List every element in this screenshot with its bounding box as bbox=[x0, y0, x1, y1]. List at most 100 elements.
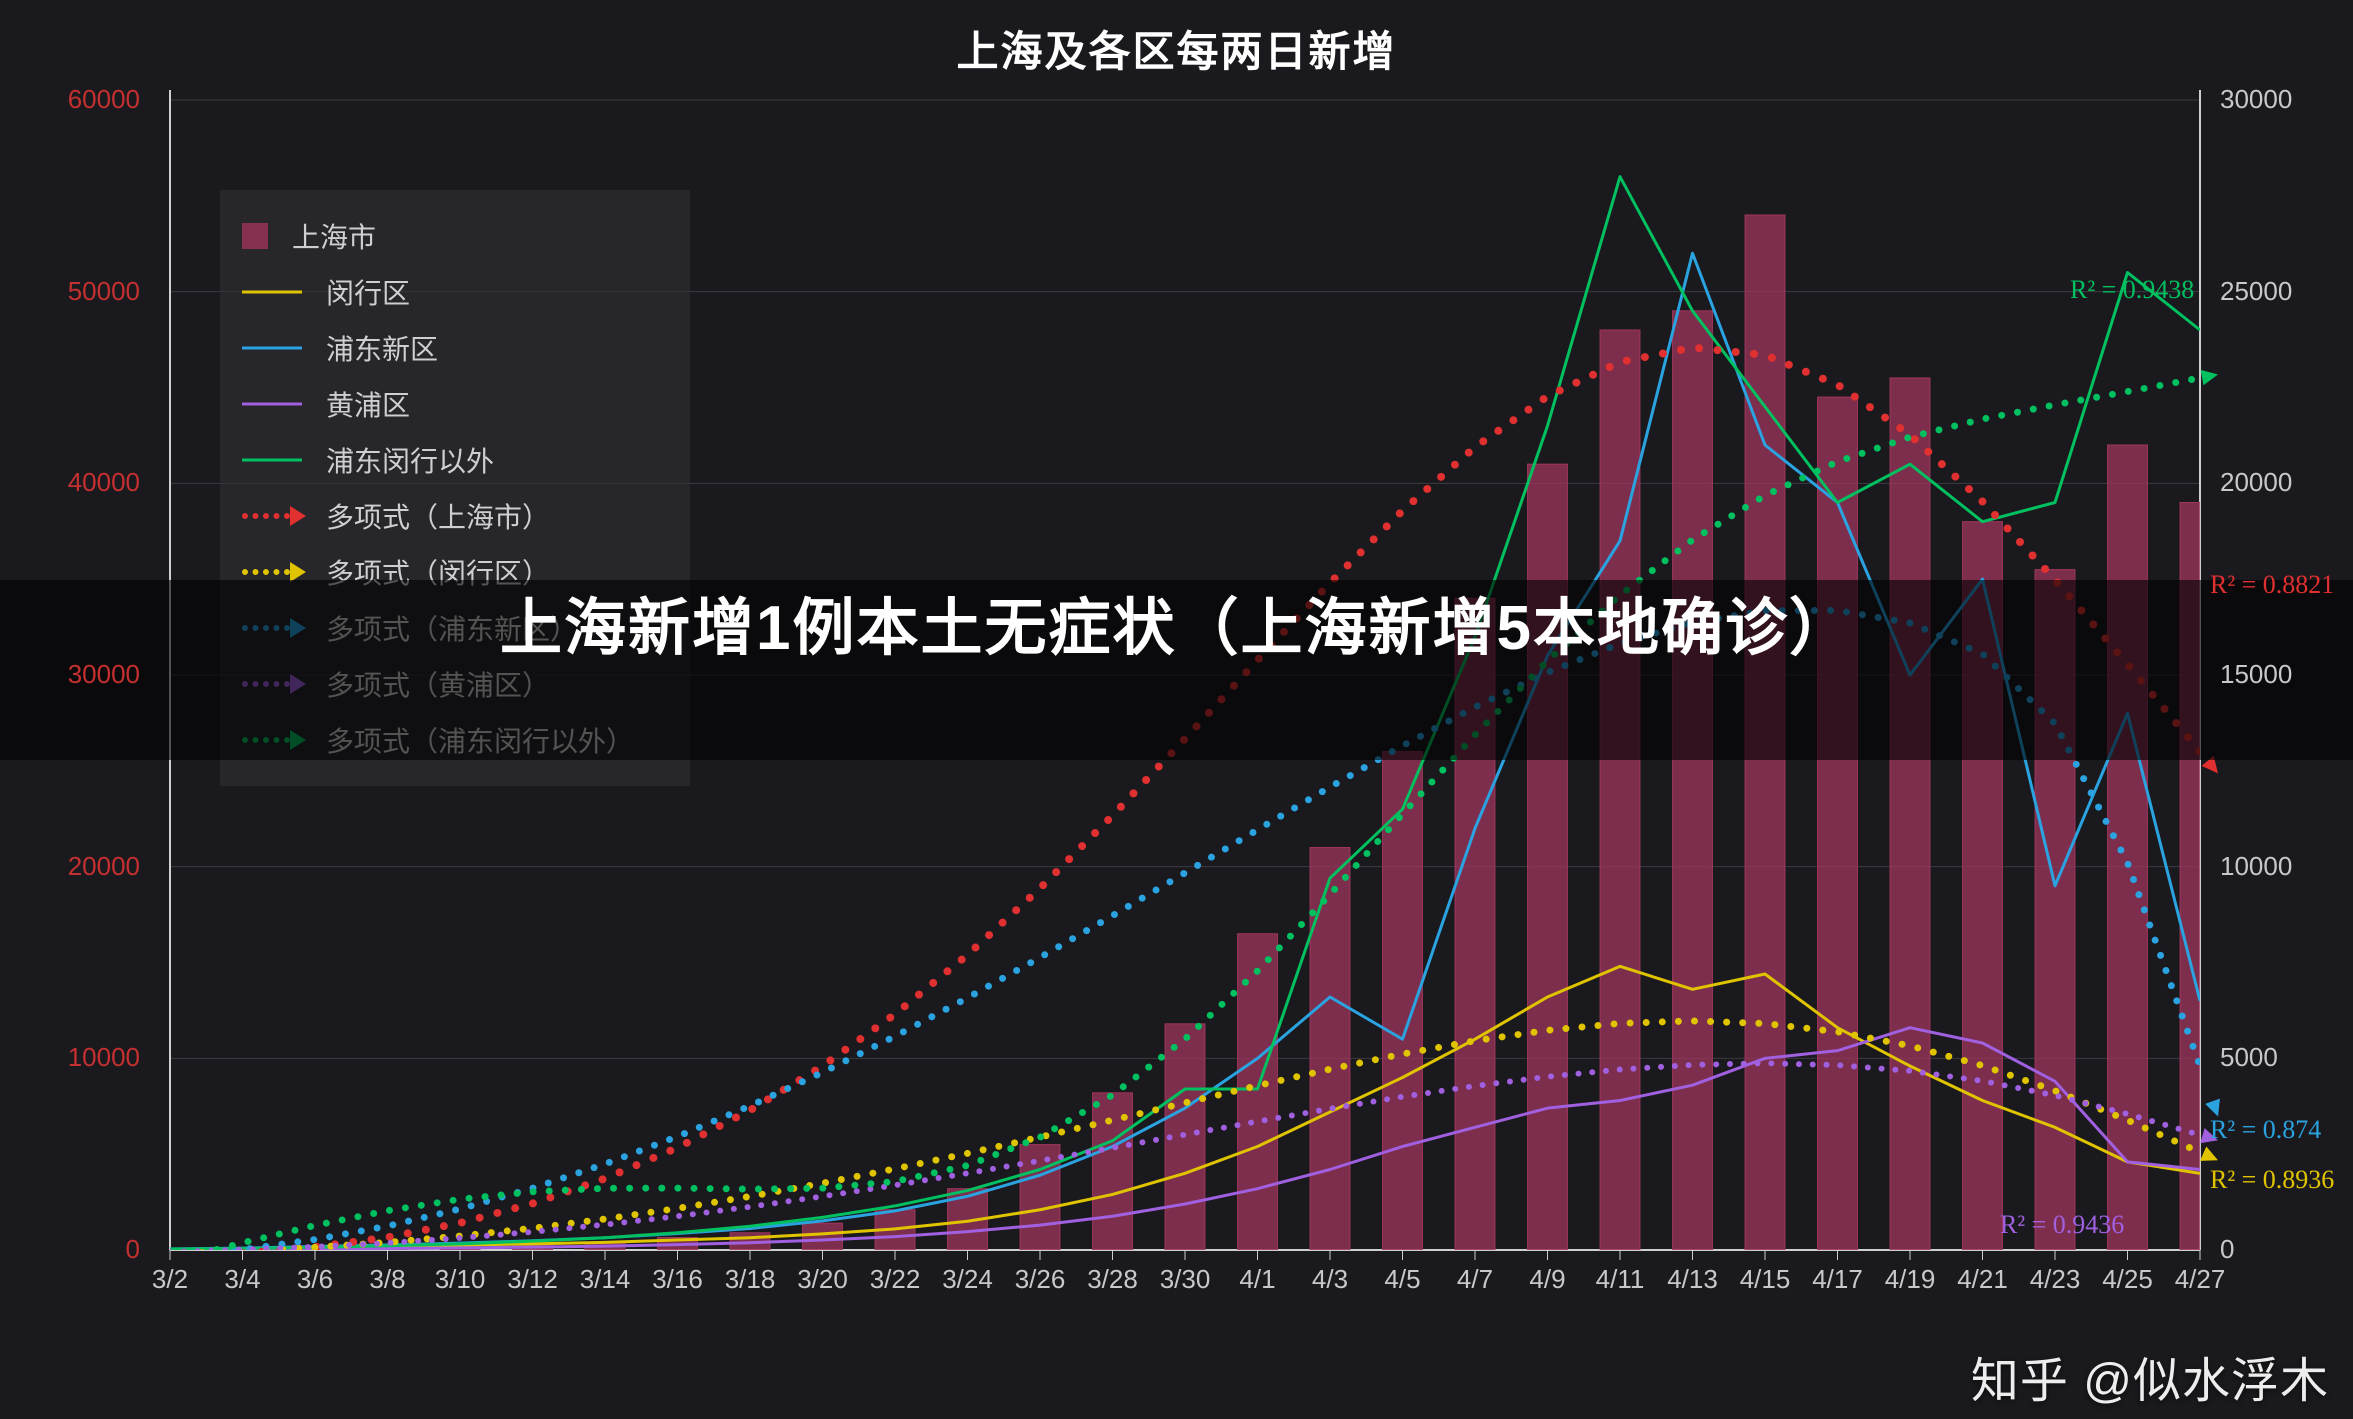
chart-container: 上海及各区每两日新增 上海市闵行区浦东新区黄浦区浦东闵行以外多项式（上海市）多项… bbox=[0, 0, 2353, 1419]
bar bbox=[585, 1242, 625, 1250]
legend-item: 浦东新区 bbox=[242, 320, 662, 376]
line-series bbox=[170, 966, 2200, 1249]
y-left-tick: 50000 bbox=[0, 276, 140, 307]
x-tick: 4/21 bbox=[1957, 1264, 2008, 1295]
trend-arrow-icon bbox=[2205, 1099, 2220, 1117]
x-tick: 3/10 bbox=[435, 1264, 486, 1295]
y-left-tick: 60000 bbox=[0, 84, 140, 115]
r2-label: R² = 0.8821 bbox=[2210, 570, 2334, 600]
bar bbox=[658, 1238, 698, 1250]
legend-label: 闵行区 bbox=[326, 272, 410, 312]
x-tick: 4/9 bbox=[1529, 1264, 1565, 1295]
legend-item: 浦东闵行以外 bbox=[242, 432, 662, 488]
bar bbox=[1165, 1024, 1205, 1250]
bar bbox=[1818, 397, 1858, 1250]
x-tick: 3/2 bbox=[152, 1264, 188, 1295]
x-tick: 3/4 bbox=[224, 1264, 260, 1295]
x-tick: 3/28 bbox=[1087, 1264, 1138, 1295]
bar bbox=[368, 1247, 408, 1250]
x-tick: 3/12 bbox=[507, 1264, 558, 1295]
bar bbox=[730, 1233, 770, 1250]
bar bbox=[1238, 934, 1278, 1250]
y-left-tick: 0 bbox=[0, 1234, 140, 1265]
y-right-tick: 15000 bbox=[2220, 659, 2340, 690]
bar bbox=[803, 1223, 843, 1250]
headline-text: 上海新增1例本土无症状（上海新增5本地确诊） bbox=[0, 580, 2353, 678]
y-left-tick: 10000 bbox=[0, 1042, 140, 1073]
legend-item: 黄浦区 bbox=[242, 376, 662, 432]
legend-line-icon bbox=[242, 392, 302, 416]
trend-arrow-icon bbox=[2200, 1146, 2218, 1160]
legend-line-icon bbox=[242, 336, 302, 360]
line-series bbox=[170, 1028, 2200, 1250]
bar bbox=[948, 1189, 988, 1250]
r2-label: R² = 0.9438 bbox=[2070, 275, 2194, 305]
x-tick: 4/17 bbox=[1812, 1264, 1863, 1295]
x-tick: 4/19 bbox=[1885, 1264, 1936, 1295]
legend-label: 黄浦区 bbox=[326, 384, 410, 424]
x-tick: 3/6 bbox=[297, 1264, 333, 1295]
bar bbox=[223, 1248, 263, 1250]
bar bbox=[150, 1249, 190, 1250]
bar bbox=[2108, 445, 2148, 1250]
x-tick: 4/1 bbox=[1239, 1264, 1275, 1295]
legend-trend-icon bbox=[242, 504, 302, 528]
y-right-tick: 0 bbox=[2220, 1234, 2340, 1265]
y-left-tick: 20000 bbox=[0, 851, 140, 882]
x-tick: 3/18 bbox=[725, 1264, 776, 1295]
x-tick: 4/13 bbox=[1667, 1264, 1718, 1295]
bar bbox=[1310, 848, 1350, 1251]
r2-label: R² = 0.874 bbox=[2210, 1115, 2321, 1145]
bar bbox=[440, 1246, 480, 1250]
y-right-tick: 30000 bbox=[2220, 84, 2340, 115]
y-right-tick: 20000 bbox=[2220, 467, 2340, 498]
headline-overlay: 上海新增1例本土无症状（上海新增5本地确诊） bbox=[0, 580, 2353, 760]
x-tick: 4/25 bbox=[2102, 1264, 2153, 1295]
legend-label: 上海市 bbox=[292, 216, 376, 256]
x-tick: 4/7 bbox=[1457, 1264, 1493, 1295]
x-tick: 4/23 bbox=[2030, 1264, 2081, 1295]
r2-label: R² = 0.8936 bbox=[2210, 1165, 2334, 1195]
legend-bar-icon bbox=[242, 223, 268, 249]
legend-item: 上海市 bbox=[242, 208, 662, 264]
y-right-tick: 5000 bbox=[2220, 1042, 2340, 1073]
bar bbox=[1673, 311, 1713, 1250]
trend-arrow-icon bbox=[2201, 370, 2218, 385]
x-tick: 3/8 bbox=[369, 1264, 405, 1295]
x-tick: 4/5 bbox=[1384, 1264, 1420, 1295]
trendline bbox=[167, 1017, 2193, 1257]
bar bbox=[1383, 752, 1423, 1250]
bar bbox=[1093, 1093, 1133, 1250]
legend-item: 多项式（上海市） bbox=[242, 488, 662, 544]
chart-title: 上海及各区每两日新增 bbox=[0, 18, 2353, 79]
y-right-tick: 25000 bbox=[2220, 276, 2340, 307]
trendline bbox=[167, 1060, 2195, 1255]
legend-label: 浦东新区 bbox=[326, 328, 438, 368]
bar bbox=[513, 1245, 553, 1250]
x-tick: 4/27 bbox=[2175, 1264, 2226, 1295]
x-tick: 3/16 bbox=[652, 1264, 703, 1295]
legend-line-icon bbox=[242, 448, 302, 472]
r2-label: R² = 0.9436 bbox=[2000, 1210, 2124, 1240]
bar bbox=[1890, 378, 1930, 1250]
x-tick: 3/26 bbox=[1015, 1264, 1066, 1295]
bar bbox=[295, 1248, 335, 1250]
y-left-tick: 40000 bbox=[0, 467, 140, 498]
bar bbox=[1020, 1145, 1060, 1250]
x-tick: 3/30 bbox=[1160, 1264, 1211, 1295]
x-tick: 4/15 bbox=[1740, 1264, 1791, 1295]
x-tick: 4/11 bbox=[1596, 1264, 1645, 1295]
y-right-tick: 10000 bbox=[2220, 851, 2340, 882]
legend-line-icon bbox=[242, 280, 302, 304]
legend-item: 闵行区 bbox=[242, 264, 662, 320]
x-tick: 4/3 bbox=[1312, 1264, 1348, 1295]
legend-label: 多项式（上海市） bbox=[326, 496, 550, 536]
x-tick: 3/14 bbox=[580, 1264, 631, 1295]
bar bbox=[1600, 330, 1640, 1250]
x-tick: 3/24 bbox=[942, 1264, 993, 1295]
x-tick: 3/22 bbox=[870, 1264, 921, 1295]
x-tick: 3/20 bbox=[797, 1264, 848, 1295]
watermark: 知乎 @似水浮木 bbox=[1971, 1341, 2329, 1411]
bar bbox=[875, 1210, 915, 1250]
y-left-tick: 30000 bbox=[0, 659, 140, 690]
